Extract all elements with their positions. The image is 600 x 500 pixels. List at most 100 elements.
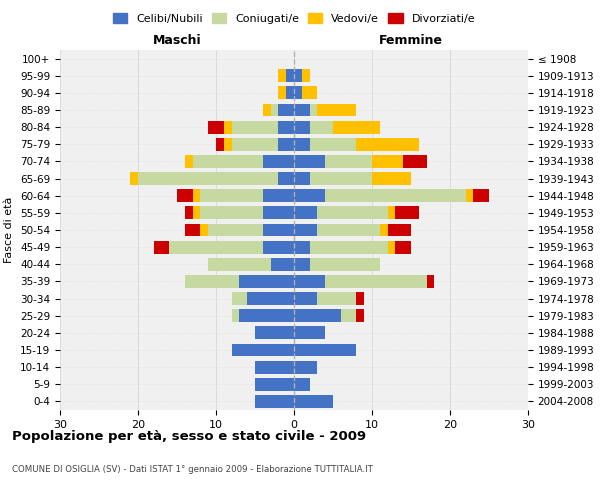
Bar bbox=[294, 275, 325, 288]
Bar bbox=[232, 292, 247, 305]
Bar bbox=[341, 310, 356, 322]
Bar bbox=[216, 138, 224, 150]
Bar bbox=[294, 206, 317, 220]
Bar bbox=[294, 326, 325, 340]
Bar bbox=[395, 240, 411, 254]
Text: COMUNE DI OSIGLIA (SV) - Dati ISTAT 1° gennaio 2009 - Elaborazione TUTTITALIA.IT: COMUNE DI OSIGLIA (SV) - Dati ISTAT 1° g… bbox=[12, 465, 373, 474]
Bar bbox=[310, 104, 317, 117]
Bar bbox=[255, 378, 294, 390]
Bar bbox=[130, 172, 138, 185]
Bar bbox=[255, 326, 294, 340]
Bar bbox=[263, 240, 294, 254]
Bar bbox=[372, 155, 403, 168]
Bar bbox=[473, 190, 489, 202]
Bar bbox=[317, 206, 388, 220]
Bar bbox=[294, 395, 333, 408]
Bar bbox=[294, 310, 341, 322]
Bar bbox=[208, 224, 263, 236]
Bar bbox=[255, 395, 294, 408]
Bar bbox=[185, 206, 193, 220]
Bar bbox=[395, 206, 419, 220]
Bar bbox=[356, 138, 419, 150]
Bar bbox=[278, 120, 294, 134]
Bar bbox=[286, 86, 294, 100]
Bar bbox=[263, 155, 294, 168]
Bar bbox=[333, 120, 380, 134]
Bar bbox=[278, 70, 286, 82]
Bar bbox=[310, 258, 380, 270]
Bar bbox=[263, 190, 294, 202]
Bar bbox=[294, 70, 302, 82]
Bar bbox=[177, 190, 193, 202]
Bar bbox=[185, 155, 193, 168]
Bar bbox=[263, 206, 294, 220]
Bar bbox=[224, 120, 232, 134]
Bar bbox=[372, 172, 411, 185]
Bar bbox=[403, 155, 427, 168]
Bar bbox=[302, 70, 310, 82]
Bar bbox=[388, 224, 411, 236]
Bar bbox=[466, 190, 473, 202]
Bar bbox=[317, 104, 356, 117]
Bar bbox=[278, 138, 294, 150]
Bar bbox=[294, 378, 310, 390]
Bar bbox=[294, 224, 317, 236]
Y-axis label: Fasce di età: Fasce di età bbox=[4, 197, 14, 263]
Bar bbox=[169, 240, 263, 254]
Bar bbox=[294, 138, 310, 150]
Bar bbox=[294, 240, 310, 254]
Bar bbox=[427, 275, 434, 288]
Bar bbox=[232, 344, 294, 356]
Bar bbox=[356, 310, 364, 322]
Bar bbox=[294, 344, 356, 356]
Bar bbox=[294, 172, 310, 185]
Bar bbox=[356, 292, 364, 305]
Bar bbox=[271, 104, 278, 117]
Bar bbox=[200, 206, 263, 220]
Bar bbox=[224, 138, 232, 150]
Bar bbox=[239, 275, 294, 288]
Bar bbox=[255, 360, 294, 374]
Bar bbox=[380, 224, 388, 236]
Bar bbox=[232, 138, 278, 150]
Bar bbox=[193, 155, 263, 168]
Bar bbox=[193, 206, 200, 220]
Bar bbox=[138, 172, 278, 185]
Bar bbox=[317, 292, 356, 305]
Bar bbox=[185, 224, 200, 236]
Bar bbox=[325, 190, 466, 202]
Bar bbox=[208, 120, 224, 134]
Bar bbox=[294, 120, 310, 134]
Bar bbox=[263, 224, 294, 236]
Bar bbox=[208, 258, 271, 270]
Bar bbox=[294, 104, 310, 117]
Bar bbox=[294, 86, 302, 100]
Bar bbox=[278, 86, 286, 100]
Bar bbox=[154, 240, 169, 254]
Bar bbox=[317, 224, 380, 236]
Text: Popolazione per età, sesso e stato civile - 2009: Popolazione per età, sesso e stato civil… bbox=[12, 430, 366, 443]
Bar bbox=[239, 310, 294, 322]
Bar bbox=[232, 120, 278, 134]
Bar bbox=[278, 104, 294, 117]
Bar bbox=[294, 155, 325, 168]
Text: Femmine: Femmine bbox=[379, 34, 443, 46]
Bar bbox=[278, 172, 294, 185]
Bar bbox=[388, 206, 395, 220]
Bar bbox=[193, 190, 200, 202]
Text: Maschi: Maschi bbox=[152, 34, 202, 46]
Bar bbox=[247, 292, 294, 305]
Legend: Celibi/Nubili, Coniugati/e, Vedovi/e, Divorziati/e: Celibi/Nubili, Coniugati/e, Vedovi/e, Di… bbox=[109, 9, 479, 29]
Bar bbox=[200, 224, 208, 236]
Bar bbox=[310, 120, 333, 134]
Bar bbox=[310, 172, 372, 185]
Bar bbox=[200, 190, 263, 202]
Bar bbox=[185, 275, 239, 288]
Bar bbox=[294, 258, 310, 270]
Bar bbox=[388, 240, 395, 254]
Bar bbox=[294, 360, 317, 374]
Bar bbox=[294, 292, 317, 305]
Bar bbox=[325, 155, 372, 168]
Bar bbox=[232, 310, 239, 322]
Bar bbox=[325, 275, 427, 288]
